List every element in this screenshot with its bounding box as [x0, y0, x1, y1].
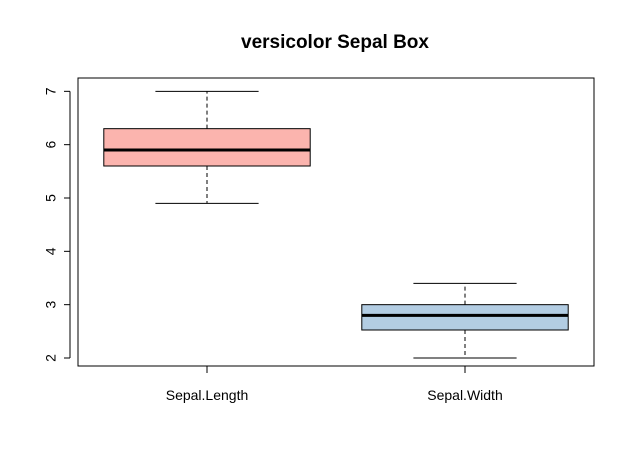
chart-title: versicolor Sepal Box: [241, 32, 429, 53]
x-category-label: Sepal.Width: [427, 387, 502, 403]
y-tick-label: 6: [43, 141, 59, 149]
iqr-box: [103, 128, 311, 167]
box-sepal-length: [103, 90, 311, 204]
y-tick-label: 3: [43, 301, 59, 309]
y-tick-label: 4: [43, 247, 59, 255]
x-axis: Sepal.Length Sepal.Width: [166, 366, 503, 403]
plot-frame: [77, 77, 595, 367]
y-tick-label: 5: [43, 194, 59, 202]
y-tick-label: 2: [43, 354, 59, 362]
box-sepal-width: [361, 282, 569, 359]
iqr-box: [361, 304, 569, 331]
x-category-label: Sepal.Length: [166, 387, 249, 403]
y-axis: 2 3 4 5 6 7: [43, 87, 71, 362]
y-tick-label: 7: [43, 87, 59, 95]
boxes-group: [103, 90, 569, 359]
